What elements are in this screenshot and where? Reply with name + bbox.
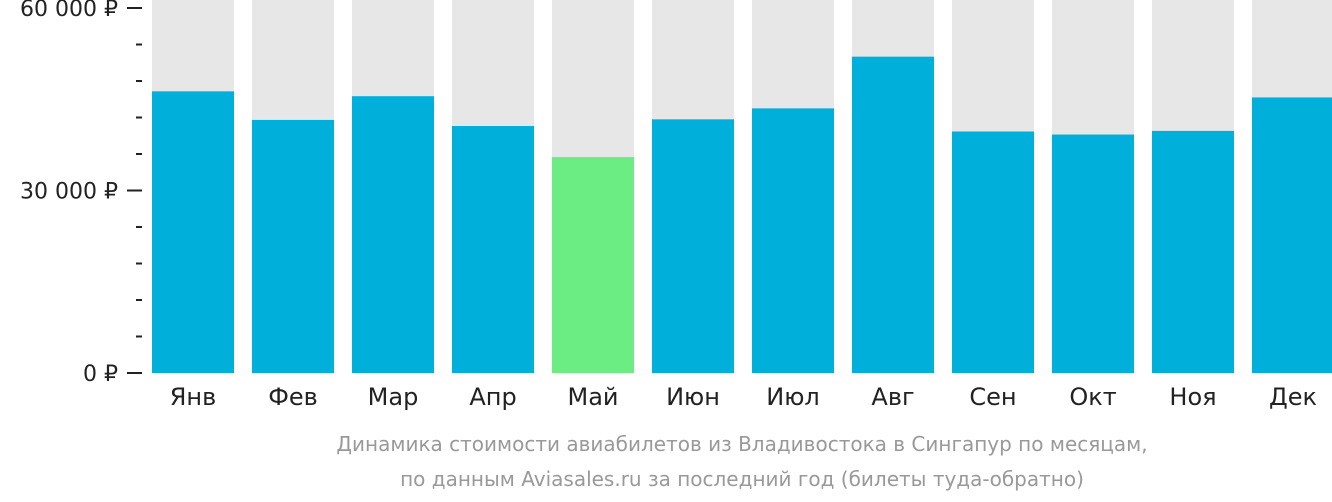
x-tick-label: Мар	[368, 383, 419, 411]
bar	[252, 119, 334, 373]
x-tick-label: Авг	[871, 383, 914, 411]
bar	[652, 119, 734, 373]
x-tick-label: Сен	[969, 383, 1016, 411]
x-tick-label: Фев	[268, 383, 318, 411]
x-tick-label: Июл	[766, 383, 820, 411]
bar	[952, 131, 1034, 373]
x-tick-label: Май	[567, 383, 618, 411]
x-tick-label: Июн	[666, 383, 720, 411]
bar	[152, 91, 234, 373]
bar	[452, 126, 534, 374]
bar	[352, 96, 434, 373]
y-tick-label: 0 ₽	[83, 362, 118, 387]
caption-line-2: по данным Aviasales.ru за последний год …	[400, 467, 1084, 491]
bar	[1052, 134, 1134, 373]
bar	[852, 56, 934, 374]
bar	[1152, 130, 1234, 373]
bar	[1252, 97, 1332, 374]
caption-line-1: Динамика стоимости авиабилетов из Владив…	[336, 432, 1148, 456]
x-tick-label: Апр	[469, 383, 516, 411]
x-tick-label: Янв	[170, 383, 217, 411]
x-tick-label: Окт	[1069, 383, 1116, 411]
x-tick-label: Дек	[1269, 383, 1317, 411]
bar	[552, 157, 634, 373]
x-tick-label: Ноя	[1169, 383, 1216, 411]
bar-chart-svg: Янв Фев Мар Апр Май Июн Июл Авг Сен Окт Ноя Дек 60 0…	[20, 0, 1332, 411]
y-tick-label: 60 000 ₽	[20, 0, 118, 22]
bar	[752, 108, 834, 373]
y-tick-label: 30 000 ₽	[20, 180, 118, 205]
